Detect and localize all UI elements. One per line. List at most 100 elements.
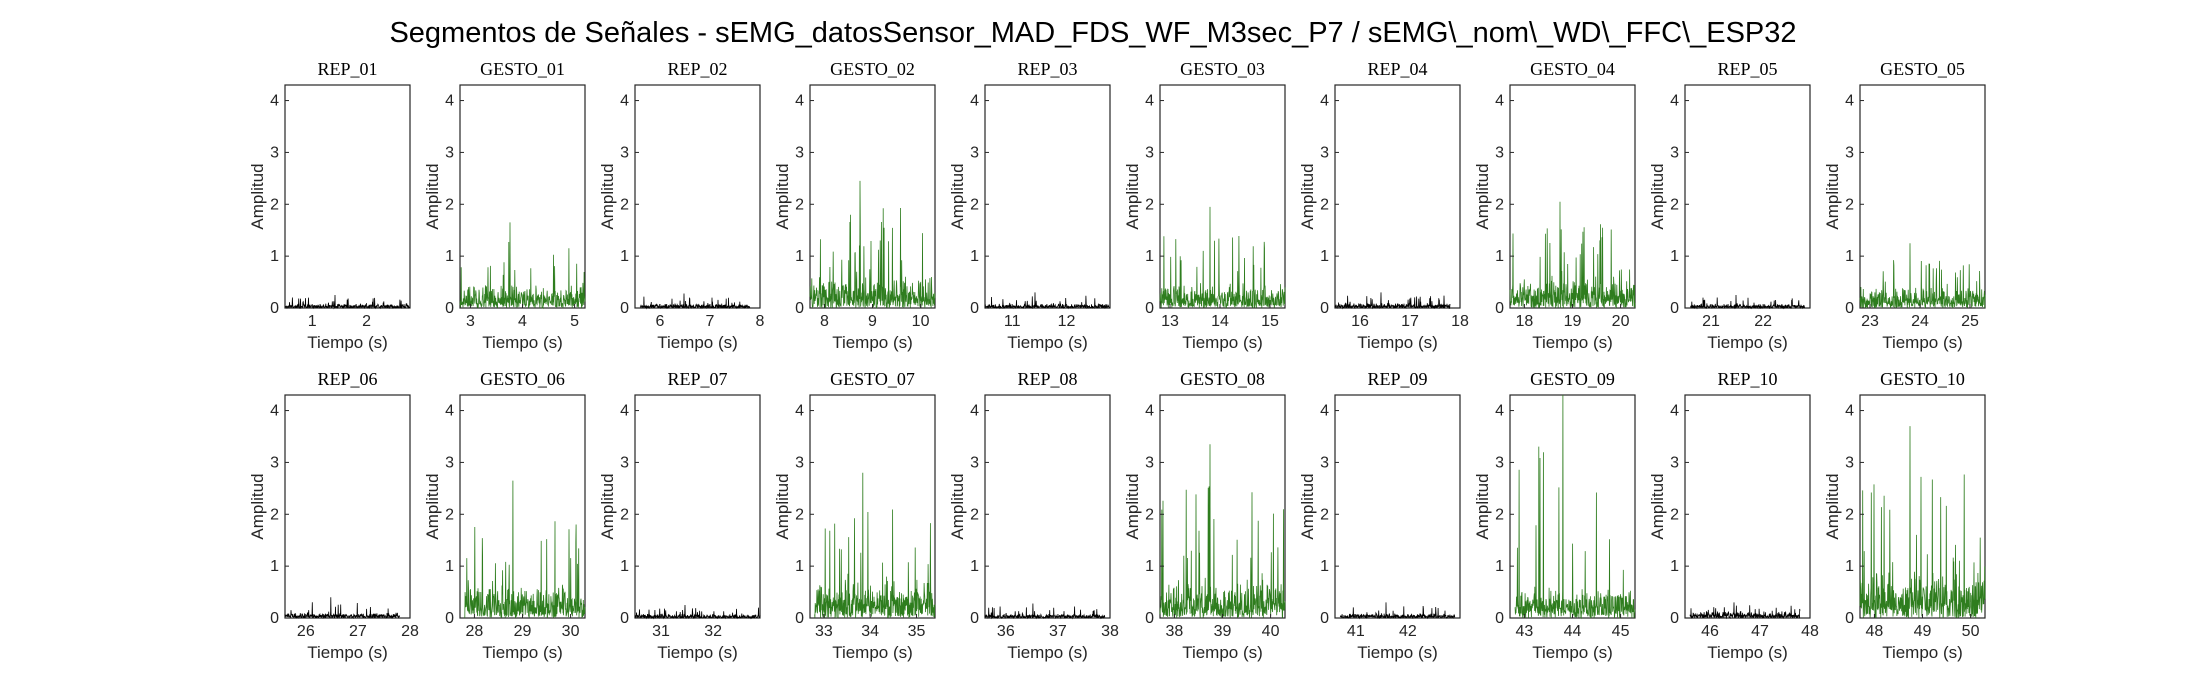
signal-trace	[1159, 206, 1286, 308]
x-tick-label: 28	[401, 623, 419, 640]
y-tick-label: 4	[795, 403, 804, 420]
y-tick-label: 2	[445, 506, 454, 523]
x-axis-label: Tiempo (s)	[1882, 643, 1963, 662]
plot-area	[984, 84, 1111, 309]
y-tick-label: 1	[270, 558, 279, 575]
plot-area	[634, 394, 761, 619]
subplot: REP_08 0 1 2 3 4 36 37 38 Tiempo (s) Amplitud	[948, 369, 1119, 662]
plot-area	[459, 394, 586, 619]
y-tick-label: 2	[1145, 506, 1154, 523]
x-tick-label: 32	[704, 623, 722, 640]
signal-trace	[809, 180, 936, 309]
x-tick-label: 10	[912, 313, 930, 330]
y-tick-label: 4	[1495, 93, 1504, 110]
x-axis-label: Tiempo (s)	[832, 643, 913, 662]
plot-area	[1684, 84, 1811, 309]
subplot: REP_05 0 1 2 3 4 21 22 Tiempo (s) Amplitud	[1648, 59, 1811, 352]
x-axis-label: Tiempo (s)	[832, 333, 913, 352]
plot-area	[809, 394, 936, 619]
x-tick-label: 42	[1399, 623, 1417, 640]
y-tick-label: 3	[1145, 144, 1154, 161]
subplot: GESTO_09 0 1 2 3 4 43 44 45 Tiempo (s) Amplitud	[1473, 369, 1636, 662]
x-tick-label: 15	[1261, 313, 1279, 330]
y-tick-label: 0	[620, 610, 629, 627]
x-axis-label: Tiempo (s)	[657, 333, 738, 352]
y-tick-label: 3	[795, 144, 804, 161]
y-tick-label: 0	[1145, 610, 1154, 627]
x-tick-label: 29	[514, 623, 532, 640]
subplot: GESTO_04 0 1 2 3 4 18 19 20 Tiempo (s) Amplitud	[1473, 59, 1636, 352]
y-tick-label: 0	[1320, 300, 1329, 317]
y-tick-label: 2	[795, 196, 804, 213]
y-tick-label: 1	[620, 248, 629, 265]
y-tick-label: 2	[620, 196, 629, 213]
x-tick-label: 21	[1702, 313, 1720, 330]
y-tick-label: 2	[1670, 196, 1679, 213]
x-axis-label: Tiempo (s)	[482, 643, 563, 662]
x-tick-label: 11	[1004, 313, 1021, 330]
x-tick-label: 22	[1754, 313, 1772, 330]
plot-area	[1334, 84, 1461, 309]
y-tick-label: 3	[1495, 454, 1504, 471]
y-tick-label: 1	[620, 558, 629, 575]
subplot-title: GESTO_06	[480, 369, 565, 389]
subplot-title: GESTO_07	[830, 369, 915, 389]
y-tick-label: 4	[1145, 93, 1154, 110]
x-tick-label: 38	[1166, 623, 1184, 640]
y-tick-label: 0	[1495, 610, 1504, 627]
y-axis-label: Amplitud	[1823, 473, 1842, 539]
y-tick-label: 2	[1845, 506, 1854, 523]
plot-area	[984, 394, 1111, 619]
x-tick-label: 39	[1214, 623, 1232, 640]
signal-trace	[1339, 602, 1456, 620]
y-tick-label: 0	[1670, 300, 1679, 317]
y-tick-label: 1	[1320, 558, 1329, 575]
subplot: REP_10 0 1 2 3 4 46 47 48 Tiempo (s) Amplitud	[1648, 369, 1819, 662]
y-axis-label: Amplitud	[948, 163, 967, 229]
subplot-title: GESTO_08	[1180, 369, 1265, 389]
y-tick-label: 3	[1845, 454, 1854, 471]
y-tick-label: 3	[795, 454, 804, 471]
x-tick-label: 30	[562, 623, 580, 640]
x-tick-label: 41	[1347, 623, 1365, 640]
y-tick-label: 1	[970, 558, 979, 575]
signal-trace	[284, 597, 400, 620]
subplot-title: GESTO_02	[830, 59, 915, 79]
y-tick-label: 2	[1495, 506, 1504, 523]
y-tick-label: 1	[445, 248, 454, 265]
y-tick-label: 0	[970, 610, 979, 627]
x-tick-label: 26	[297, 623, 315, 640]
y-tick-label: 4	[445, 93, 454, 110]
subplot-title: REP_08	[1017, 369, 1077, 389]
plot-area	[1859, 394, 1986, 619]
subplot-title: REP_05	[1717, 59, 1777, 79]
plot-area	[634, 84, 761, 309]
x-tick-label: 13	[1161, 313, 1179, 330]
y-tick-label: 1	[1495, 558, 1504, 575]
x-axis-label: Tiempo (s)	[1007, 333, 1088, 352]
y-tick-label: 4	[270, 93, 279, 110]
x-tick-label: 4	[518, 313, 527, 330]
y-tick-label: 3	[270, 454, 279, 471]
subplot: GESTO_10 0 1 2 3 4 48 49 50 Tiempo (s) Amplitud	[1823, 369, 1986, 662]
y-tick-label: 2	[270, 196, 279, 213]
y-tick-label: 1	[445, 558, 454, 575]
y-axis-label: Amplitud	[1123, 473, 1142, 539]
x-tick-label: 8	[820, 313, 829, 330]
plot-area	[1159, 394, 1286, 619]
x-axis-label: Tiempo (s)	[1707, 333, 1788, 352]
y-tick-label: 0	[445, 300, 454, 317]
y-tick-label: 0	[1845, 610, 1854, 627]
subplot-title: REP_09	[1367, 369, 1427, 389]
subplot: REP_01 0 1 2 3 4 1 2 Tiempo (s) Amplitud	[248, 59, 411, 352]
y-tick-label: 2	[1845, 196, 1854, 213]
x-tick-label: 27	[349, 623, 367, 640]
x-tick-label: 19	[1564, 313, 1582, 330]
signal-trace	[1514, 394, 1636, 620]
y-tick-label: 1	[1670, 248, 1679, 265]
x-tick-label: 25	[1961, 313, 1979, 330]
subplot: REP_04 0 1 2 3 4 16 17 18 Tiempo (s) Amplitud	[1298, 59, 1469, 352]
y-tick-label: 4	[1320, 93, 1329, 110]
